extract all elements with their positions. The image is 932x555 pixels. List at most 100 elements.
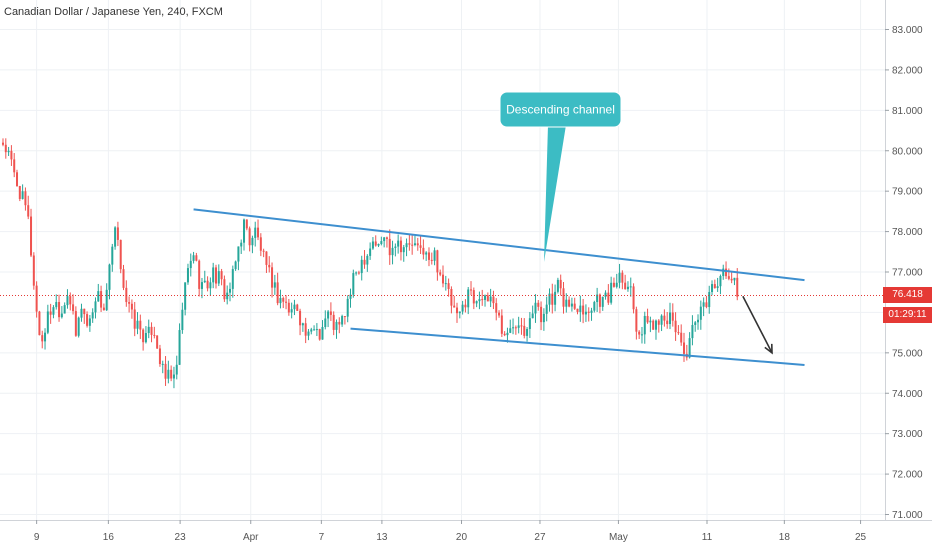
candle-body [72,304,75,312]
candle-body [144,333,147,343]
candle [116,221,119,247]
forecast-arrow-shaft[interactable] [742,295,773,354]
candle [542,308,545,331]
callout-box [499,91,622,128]
candle [472,287,475,310]
candle-body [122,269,125,288]
candle [240,239,243,254]
candle [512,318,515,335]
candle-body [677,332,680,334]
candle [158,344,161,367]
candle [299,308,302,336]
candle-body [610,282,613,303]
candle-body [562,288,565,307]
price-tick-label: 72.000 [892,470,923,481]
candle-body [422,247,425,255]
forecast-arrow-head[interactable] [764,343,773,355]
candle [413,235,416,247]
price-axis-bg [885,0,932,550]
candle [80,303,83,322]
candle-body [399,240,402,253]
candle [427,247,430,267]
candle [455,302,459,323]
candle-body [276,282,279,304]
price-tick-label: 77.000 [892,268,923,279]
time-axis[interactable]: 9 16 23 Apr 7 13 20 27 May 11 18 25 [0,520,932,550]
candle-body [649,320,652,323]
candle [576,308,579,315]
candle-body [397,240,400,247]
candle [4,138,7,159]
candle-body [413,243,416,245]
candle [371,237,374,250]
candle-body [635,309,638,332]
candle [27,195,30,220]
channel-upper-line[interactable] [193,208,805,282]
price-axis[interactable]: 83.000 82.000 81.000 80.000 79.000 78.000 77.0… [885,0,932,550]
candle [139,314,142,339]
candle-body [172,374,175,379]
candle [262,248,265,258]
candle [251,235,254,254]
candle [108,263,111,300]
candle [486,292,489,302]
candle-body [697,319,700,323]
candle-body [237,246,240,262]
candle [189,253,192,277]
candle-body [16,172,19,187]
annotation-callout[interactable]: Descending channel [499,91,622,262]
candle [565,293,568,313]
candle [150,322,153,343]
channel-lower-line[interactable] [350,327,805,366]
drawings[interactable] [193,208,805,366]
candle-body [318,329,321,340]
chart-title: Canadian Dollar / Japanese Yen, 240, FXC… [4,6,223,18]
candle-body [97,291,100,302]
candle-body [495,303,498,313]
candle-body [217,271,220,284]
candle [531,305,534,319]
candle [355,271,358,276]
candle-body [621,272,624,283]
candle [458,311,461,319]
candle-body [86,314,89,326]
candle [167,360,170,384]
candle-body [341,316,344,325]
candle [335,319,338,339]
candle-body [80,308,83,318]
candle [200,277,203,299]
candle-body [626,286,629,290]
candle [444,275,447,291]
candle [321,320,324,340]
candle [554,284,557,312]
candle [217,264,220,287]
candle [276,272,279,306]
candle-body [366,255,369,265]
candle-body [691,324,694,339]
candle [708,285,711,314]
candle [13,153,16,178]
candle [203,270,206,284]
candle [402,244,405,262]
candle [374,235,377,247]
candle-body [203,280,206,283]
candle-body [150,326,153,335]
price-tick-label: 74.000 [892,389,923,400]
candle [433,247,436,266]
candle-body [455,307,459,314]
candle [102,303,105,311]
candle-body [66,296,69,306]
candle-body [671,312,674,321]
candle-body [461,304,464,312]
candle [727,268,730,281]
candle-body [200,282,203,289]
candle-body [24,191,27,206]
candle-body [114,227,117,247]
candle-body [100,291,103,308]
candle-body [198,260,201,289]
candle [10,145,13,166]
candle-body [41,335,44,342]
candle [63,302,66,314]
candle-body [170,369,173,379]
